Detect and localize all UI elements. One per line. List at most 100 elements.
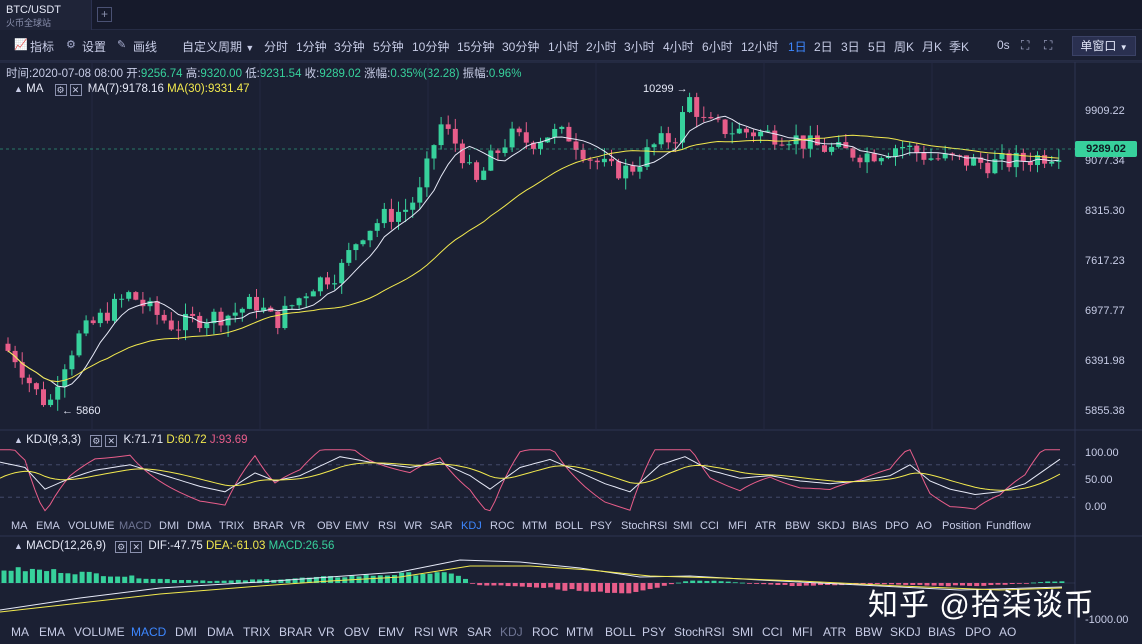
kdj-tabs-trix[interactable]: TRIX [219, 520, 245, 532]
custom-period-dropdown[interactable]: 自定义周期 ▼ [182, 40, 255, 54]
kdj-tabs-atr[interactable]: ATR [755, 520, 777, 532]
period-2[interactable]: 3分钟 [334, 40, 365, 54]
period-10[interactable]: 4小时 [663, 40, 694, 54]
macd-tabs-cci[interactable]: CCI [762, 625, 783, 639]
kdj-tabs-dmi[interactable]: DMI [159, 520, 180, 532]
kdj-tabs-obv[interactable]: OBV [317, 520, 341, 532]
kdj-tabs-brar[interactable]: BRAR [253, 520, 284, 532]
kdj-tabs-position[interactable]: Position [942, 520, 982, 532]
kdj-tabs-ema[interactable]: EMA [36, 520, 60, 532]
kdj-tabs-macd[interactable]: MACD [119, 520, 152, 532]
kdj-tabs-fundflow[interactable]: Fundflow [986, 520, 1031, 532]
period-12[interactable]: 12小时 [741, 40, 779, 54]
window-mode-button[interactable]: 单窗口 ▼ [1072, 36, 1136, 56]
macd-tabs-roc[interactable]: ROC [532, 625, 559, 639]
period-8[interactable]: 2小时 [586, 40, 617, 54]
macd-tabs-volume[interactable]: VOLUME [74, 625, 125, 639]
period-17[interactable]: 周K [894, 40, 915, 54]
kdj-tabs-mtm[interactable]: MTM [522, 520, 548, 532]
macd-tabs-obv[interactable]: OBV [344, 625, 370, 639]
draw-button[interactable]: 画线 [133, 40, 158, 54]
macd-tabs-boll[interactable]: BOLL [605, 625, 636, 639]
close-icon[interactable]: ✕ [105, 435, 118, 447]
kdj-tabs-rsi[interactable]: RSI [378, 520, 397, 532]
indicator-settings-icon[interactable]: ⚙ [115, 541, 128, 553]
kdj-tabs-vr[interactable]: VR [290, 520, 306, 532]
period-4[interactable]: 10分钟 [412, 40, 450, 54]
kdj-tabs-ao[interactable]: AO [916, 520, 932, 532]
kdj-tabs-wr[interactable]: WR [404, 520, 423, 532]
kdj-tabs-volume[interactable]: VOLUME [68, 520, 115, 532]
add-tab-button[interactable]: + [97, 7, 112, 22]
macd-bar [640, 583, 646, 591]
fullscreen-icon[interactable]: ⛶ [1044, 38, 1053, 52]
macd-tabs-vr[interactable]: VR [318, 625, 335, 639]
collapse-icon[interactable]: ▲ [14, 84, 23, 94]
kdj-tabs-stochrsi[interactable]: StochRSI [621, 520, 668, 532]
macd-tabs-kdj[interactable]: KDJ [500, 625, 523, 639]
kdj-tabs-psy[interactable]: PSY [590, 520, 613, 532]
macd-tabs-mtm[interactable]: MTM [566, 625, 594, 639]
macd-tabs-emv[interactable]: EMV [378, 625, 405, 639]
crosshair-icon[interactable]: ⛶ [1021, 38, 1030, 52]
period-6[interactable]: 30分钟 [502, 40, 540, 54]
macd-tabs-trix[interactable]: TRIX [243, 625, 271, 639]
tab-btc-usdt[interactable] [0, 0, 92, 30]
macd-tabs-ao[interactable]: AO [999, 625, 1017, 639]
macd-tabs-psy[interactable]: PSY [642, 625, 667, 639]
period-0[interactable]: 分时 [264, 40, 289, 54]
kdj-tabs-bbw[interactable]: BBW [785, 520, 811, 532]
period-7[interactable]: 1小时 [548, 40, 579, 54]
macd-tabs-dpo[interactable]: DPO [965, 625, 992, 639]
macd-tabs-wr[interactable]: WR [438, 625, 458, 639]
macd-tabs-dmi[interactable]: DMI [175, 625, 197, 639]
macd-tabs-bbw[interactable]: BBW [855, 625, 883, 639]
kdj-tabs-cci[interactable]: CCI [700, 520, 719, 532]
kdj-tabs-bias[interactable]: BIAS [852, 520, 878, 532]
period-1[interactable]: 1分钟 [296, 40, 327, 54]
macd-tabs-sar[interactable]: SAR [467, 625, 492, 639]
period-3[interactable]: 5分钟 [373, 40, 404, 54]
kdj-tabs-dpo[interactable]: DPO [885, 520, 909, 532]
macd-tabs-ma[interactable]: MA [11, 625, 29, 639]
macd-tabs-bias[interactable]: BIAS [928, 625, 956, 639]
close-icon[interactable]: ✕ [69, 84, 82, 96]
kdj-tabs-roc[interactable]: ROC [490, 520, 515, 532]
kdj-tabs-ma[interactable]: MA [11, 520, 28, 532]
collapse-icon[interactable]: ▲ [14, 541, 23, 551]
period-14[interactable]: 2日 [814, 40, 833, 54]
indicator-settings-icon[interactable]: ⚙ [90, 435, 103, 447]
period-15[interactable]: 3日 [841, 40, 860, 54]
kdj-tabs-smi[interactable]: SMI [673, 520, 693, 532]
kdj-tabs-kdj[interactable]: KDJ [461, 520, 482, 532]
macd-tabs-mfi[interactable]: MFI [792, 625, 813, 639]
kdj-tabs-mfi[interactable]: MFI [728, 520, 747, 532]
indicator-settings-icon[interactable]: ⚙ [54, 84, 67, 96]
kdj-tabs-emv[interactable]: EMV [345, 520, 369, 532]
macd-tabs-atr[interactable]: ATR [823, 625, 847, 639]
macd-tabs-brar[interactable]: BRAR [279, 625, 313, 639]
period-11[interactable]: 6小时 [702, 40, 733, 54]
kdj-tabs-boll[interactable]: BOLL [555, 520, 584, 532]
period-18[interactable]: 月K [922, 40, 943, 54]
settings-button[interactable]: 设置 [82, 40, 107, 54]
period-9[interactable]: 3小时 [624, 40, 655, 54]
macd-tabs-stochrsi[interactable]: StochRSI [674, 625, 725, 639]
indicators-button[interactable]: 指标 [30, 40, 55, 54]
macd-tabs-smi[interactable]: SMI [732, 625, 754, 639]
close-icon[interactable]: ✕ [130, 541, 143, 553]
period-13[interactable]: 1日 [788, 40, 807, 54]
kdj-tabs-sar[interactable]: SAR [430, 520, 453, 532]
kdj-tabs-skdj[interactable]: SKDJ [817, 520, 846, 532]
kdj-tabs-dma[interactable]: DMA [187, 520, 212, 532]
period-19[interactable]: 季K [949, 40, 970, 54]
macd-tabs-rsi[interactable]: RSI [414, 625, 435, 639]
period-16[interactable]: 5日 [868, 40, 887, 54]
macd-tabs-ema[interactable]: EMA [39, 625, 66, 639]
collapse-icon[interactable]: ▲ [14, 435, 23, 445]
macd-tabs-macd[interactable]: MACD [131, 625, 167, 639]
macd-tabs-skdj[interactable]: SKDJ [890, 625, 921, 639]
macd-tabs-dma[interactable]: DMA [207, 625, 234, 639]
period-5[interactable]: 15分钟 [457, 40, 495, 54]
